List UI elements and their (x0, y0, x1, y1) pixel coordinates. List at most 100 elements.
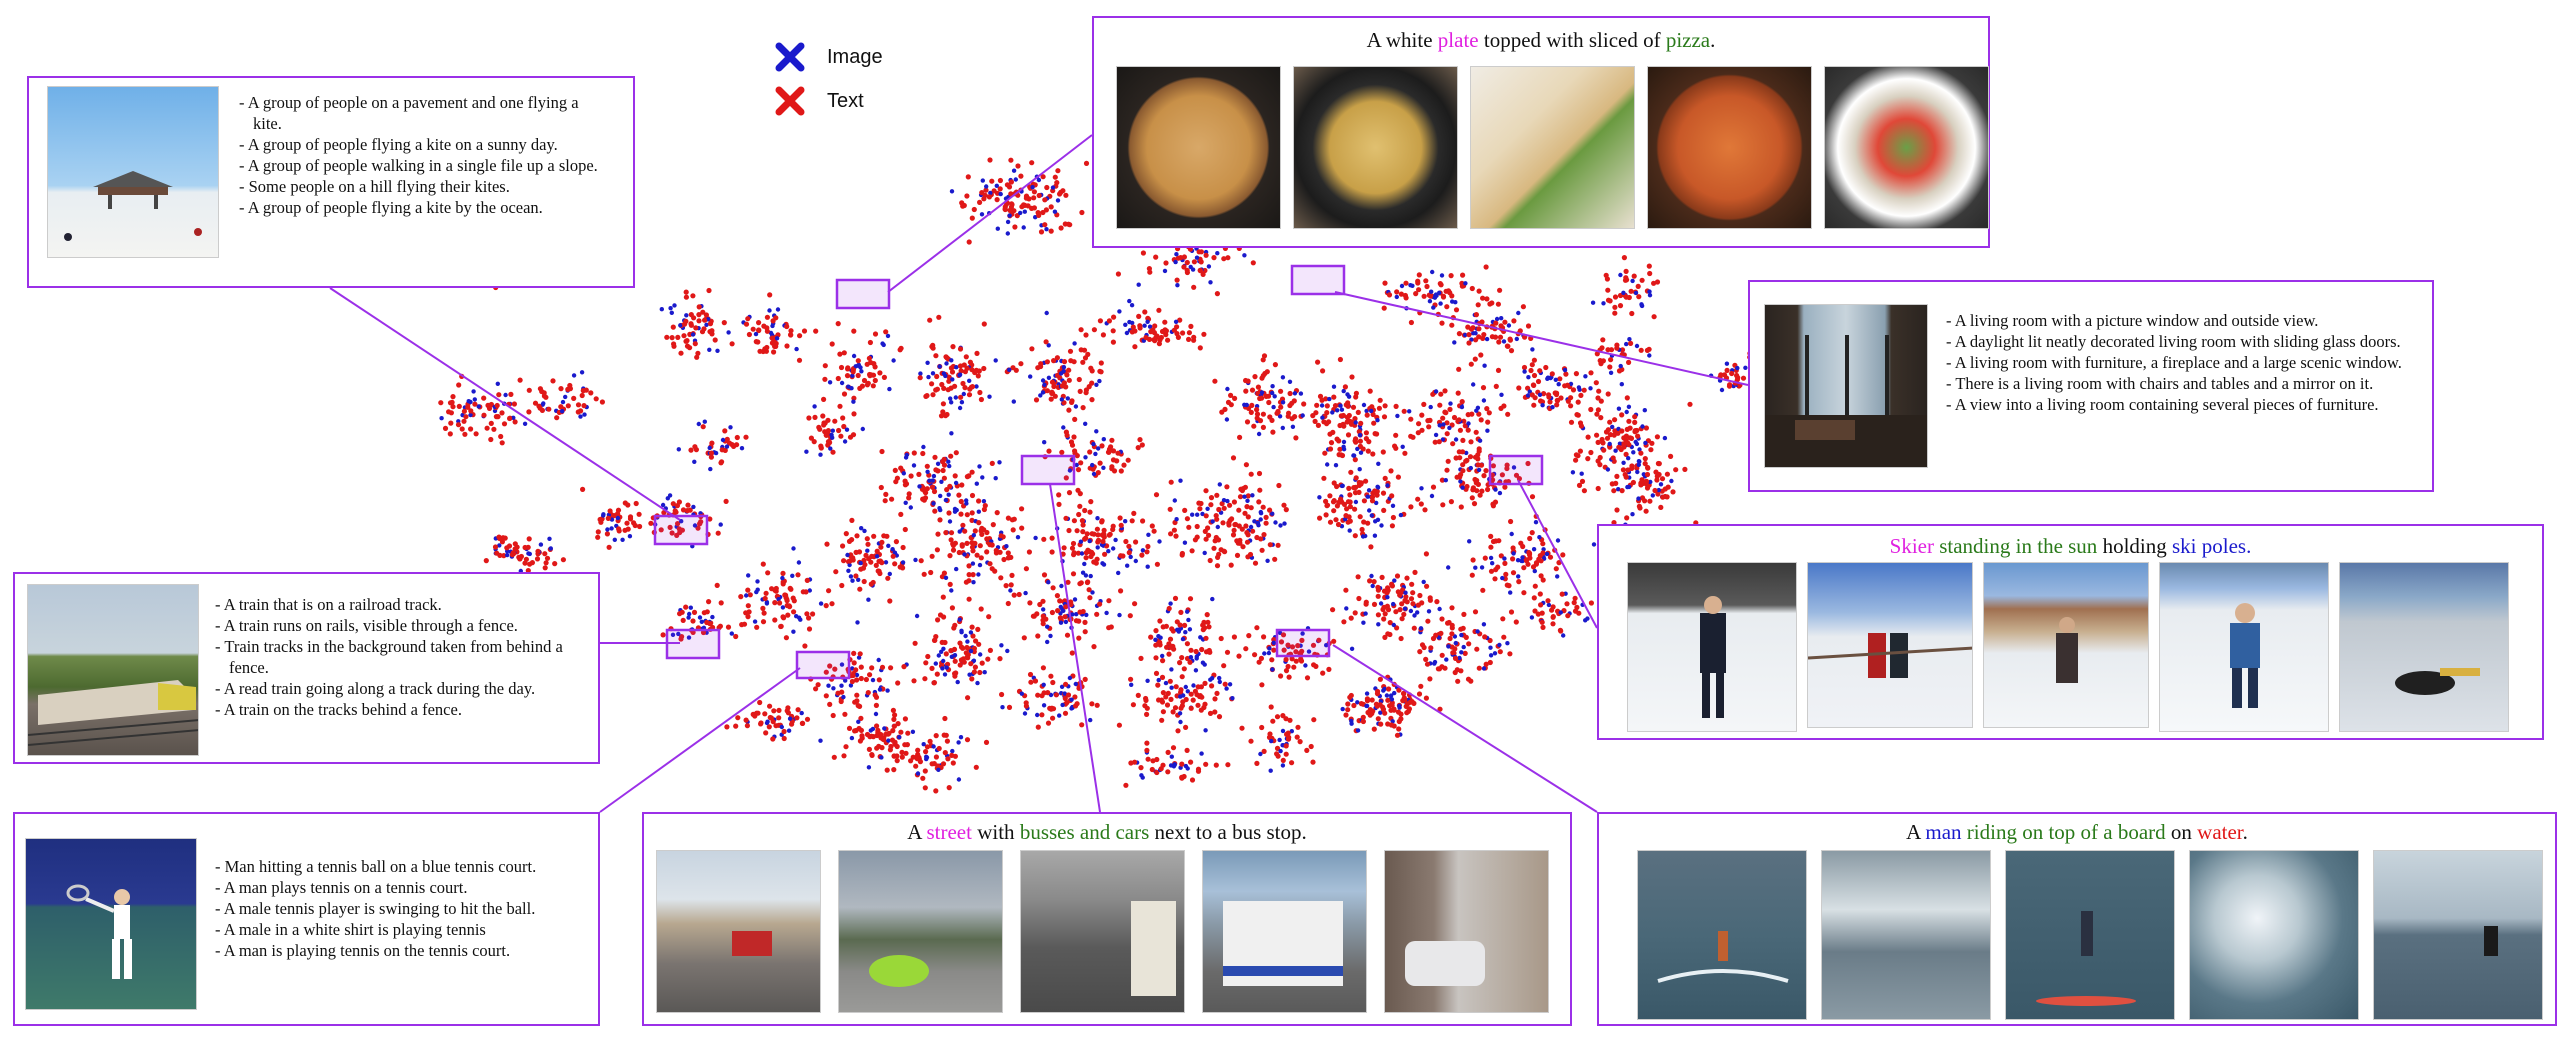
embedding-point (1126, 543, 1132, 549)
embedding-point (575, 402, 582, 408)
embedding-point (1331, 384, 1337, 389)
embedding-point (1522, 369, 1527, 374)
embedding-point (605, 527, 610, 532)
embedding-point (1424, 661, 1431, 667)
embedding-point (1548, 375, 1553, 381)
embedding-point (728, 425, 733, 430)
embedding-point (941, 385, 947, 391)
embedding-point (970, 633, 976, 639)
embedding-point (771, 349, 777, 355)
embedding-point (1050, 185, 1056, 190)
embedding-point (1347, 499, 1353, 505)
embedding-point (1165, 337, 1171, 343)
embedding-point (1505, 641, 1510, 646)
embedding-point (1638, 450, 1644, 456)
embedding-point (1323, 512, 1329, 518)
embedding-point (1300, 631, 1305, 636)
embedding-point (1642, 408, 1648, 413)
embedding-point (1468, 361, 1474, 367)
embedding-point (1463, 634, 1469, 641)
embedding-point (697, 520, 703, 527)
embedding-point (1185, 609, 1190, 614)
embedding-point (1404, 575, 1410, 581)
embedding-point (1073, 618, 1079, 624)
embedding-point (965, 639, 970, 644)
embedding-point (1511, 551, 1516, 556)
embedding-point (1054, 593, 1060, 599)
embedding-point (1343, 712, 1349, 718)
embedding-point (1407, 699, 1413, 705)
embedding-point (1189, 777, 1196, 783)
embedding-point (799, 710, 804, 716)
embedding-point (1156, 307, 1162, 313)
embedding-point (1389, 581, 1395, 587)
embedding-point (526, 409, 532, 415)
embedding-point (974, 481, 979, 486)
embedding-point (895, 680, 901, 686)
embedding-point (1724, 367, 1730, 373)
embedding-point (1511, 465, 1517, 470)
embedding-point (1035, 724, 1041, 730)
embedding-point (1267, 542, 1273, 548)
water-image-3 (2005, 850, 2175, 1020)
embedding-point (1319, 397, 1325, 403)
embedding-point (1539, 610, 1545, 616)
embedding-point (725, 624, 732, 630)
water-image-2 (1821, 850, 1991, 1020)
embedding-point (1355, 409, 1361, 415)
embedding-point (769, 335, 775, 341)
street-image-1 (656, 850, 821, 1013)
embedding-point (1627, 425, 1633, 431)
embedding-point (1062, 691, 1067, 696)
embedding-point (942, 639, 948, 646)
embedding-point (1540, 403, 1545, 408)
embedding-point (1179, 674, 1185, 680)
embedding-point (1382, 611, 1388, 617)
embedding-point (817, 426, 823, 432)
embedding-point (599, 399, 606, 405)
embedding-point (1338, 496, 1344, 502)
embedding-point (1200, 271, 1206, 277)
embedding-point (784, 598, 790, 604)
embedding-point (1437, 706, 1443, 712)
embedding-point (1178, 478, 1183, 483)
embedding-point (1027, 600, 1033, 606)
highlight-living (1290, 264, 1346, 296)
embedding-point (764, 314, 771, 320)
embedding-point (1330, 429, 1336, 435)
embedding-point (756, 327, 762, 333)
embedding-point (1391, 622, 1397, 628)
embedding-point (1071, 518, 1077, 524)
embedding-point (511, 415, 516, 420)
embedding-point (1374, 500, 1379, 506)
embedding-point (1145, 315, 1151, 321)
embedding-point (1260, 411, 1266, 417)
embedding-point (925, 360, 930, 365)
embedding-point (911, 463, 917, 468)
embedding-point (1272, 556, 1278, 562)
embedding-point (1153, 254, 1159, 260)
embedding-point (929, 553, 935, 559)
embedding-point (539, 388, 545, 395)
embedding-point (1209, 683, 1215, 689)
embedding-point (1607, 364, 1613, 370)
embedding-point (747, 592, 753, 598)
embedding-point (1031, 195, 1037, 201)
embedding-point (829, 601, 835, 607)
embedding-point (676, 631, 681, 637)
embedding-point (1623, 474, 1629, 480)
embedding-point (857, 703, 863, 710)
embedding-point (750, 326, 756, 332)
ski-image-2 (1807, 562, 1973, 728)
embedding-point (1094, 429, 1099, 434)
embedding-point (1259, 547, 1265, 553)
embedding-point (775, 307, 781, 312)
embedding-point (960, 522, 966, 528)
embedding-point (1179, 550, 1185, 557)
embedding-point (849, 517, 855, 524)
embedding-point (468, 412, 473, 418)
embedding-point (1475, 629, 1480, 634)
embedding-point (1539, 619, 1545, 625)
embedding-point (977, 199, 983, 205)
embedding-point (1479, 488, 1485, 494)
